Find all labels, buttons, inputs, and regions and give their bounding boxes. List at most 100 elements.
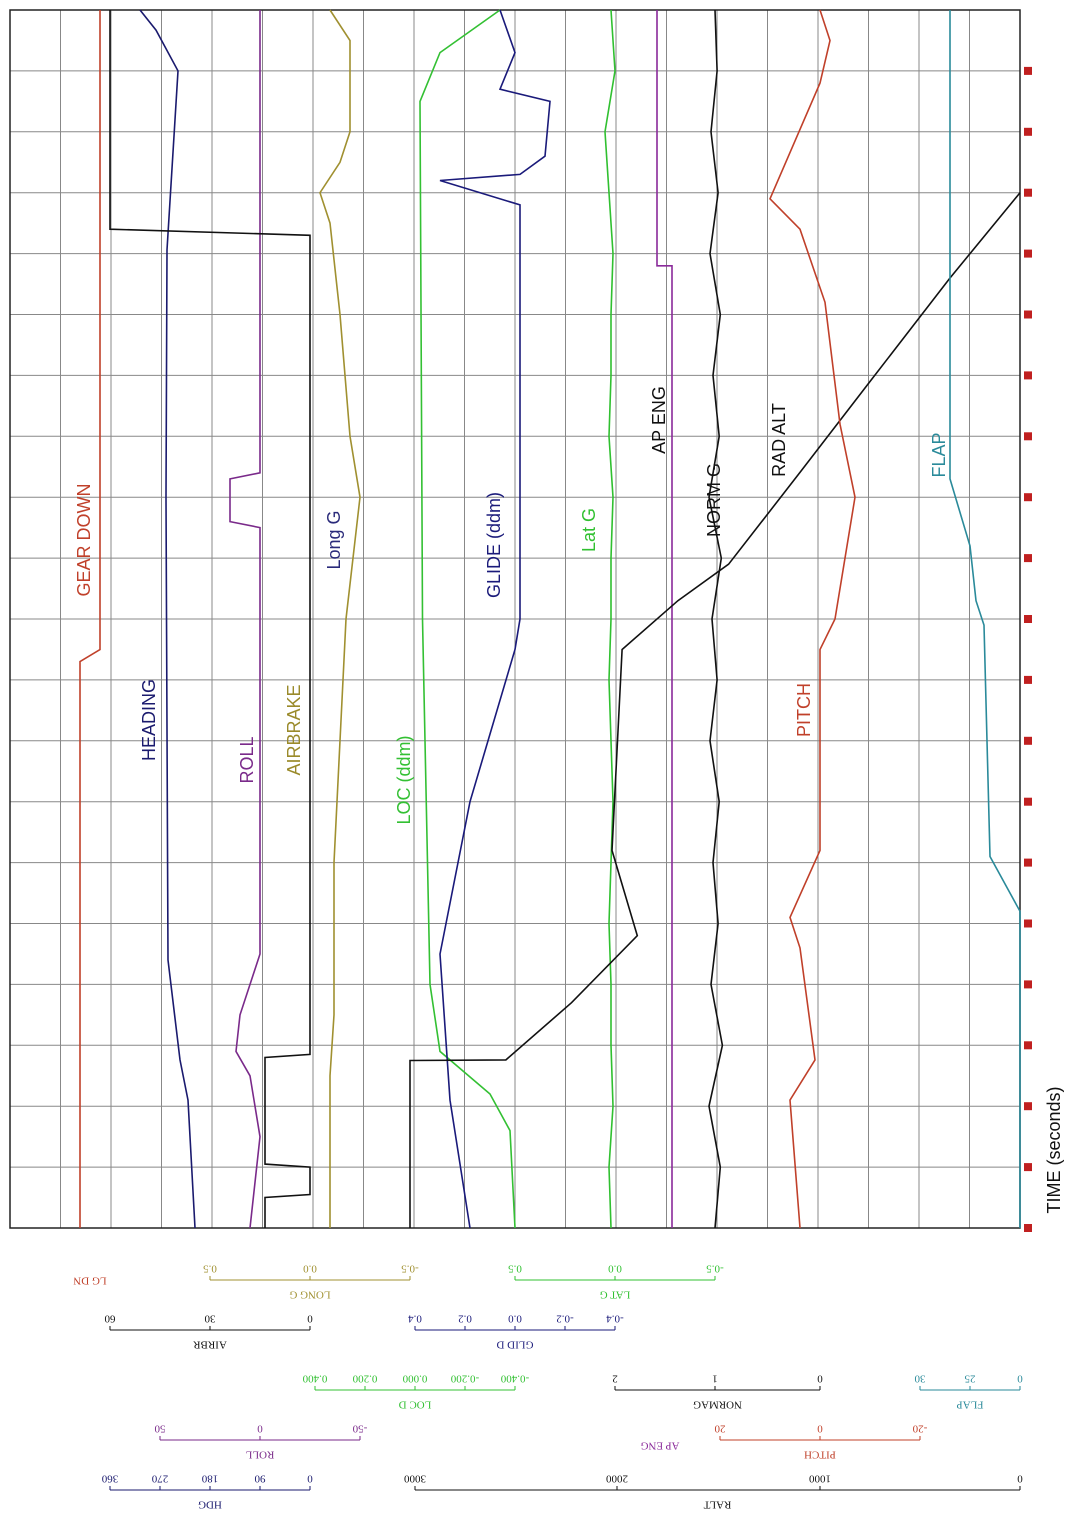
scale-name: FLAP [957, 1398, 984, 1410]
trace-label: HEADING [139, 679, 159, 761]
scale-tick-label: 0 [1017, 1372, 1023, 1384]
scale-tick-label: 0.4 [408, 1312, 422, 1324]
scale-tick-label: 1000 [809, 1472, 832, 1484]
scale-tick-label: -0.400 [500, 1372, 529, 1384]
trace-label: AP ENG [649, 386, 669, 454]
scale-name: LOC D [399, 1398, 432, 1410]
trace [949, 10, 1021, 1228]
scale-name: AP ENG [640, 1439, 679, 1451]
scale-tick-label: 0 [1017, 1472, 1023, 1484]
scale-tick-label: 30 [204, 1312, 216, 1324]
time-tick [1024, 736, 1032, 745]
scale-name: LG DN [73, 1274, 106, 1286]
scale-name: LONG G [289, 1288, 330, 1300]
scale-tick-label: 0.5 [508, 1262, 522, 1274]
scale-tick-label: 0.200 [352, 1372, 377, 1384]
scale-tick-label: 270 [151, 1472, 168, 1484]
scale-tick-label: 0.400 [302, 1372, 327, 1384]
scale-tick-label: 25 [964, 1372, 976, 1384]
time-tick [1024, 1224, 1032, 1232]
time-tick [1024, 66, 1032, 75]
scale-tick-label: 360 [101, 1472, 118, 1484]
scale-tick-label: -0.5 [401, 1262, 419, 1274]
scale-tick-label: 180 [201, 1472, 218, 1484]
time-tick [1024, 1041, 1032, 1050]
trace [439, 9, 551, 1229]
time-tick [1024, 249, 1032, 258]
scale-tick-label: 3000 [404, 1472, 427, 1484]
scale-name: RALT [703, 1498, 731, 1510]
time-tick [1024, 919, 1032, 928]
time-tick [1024, 554, 1032, 563]
scale-tick-label: -20 [912, 1422, 927, 1434]
scale-name: HDG [198, 1498, 222, 1510]
time-tick [1024, 188, 1032, 197]
trace-label: Lat G [579, 508, 599, 552]
scale-name: ROLL [245, 1448, 274, 1460]
trace-label: RAD ALT [769, 403, 789, 477]
scale-tick-label: 1 [712, 1372, 718, 1384]
time-tick [1024, 310, 1032, 319]
time-tick [1024, 1102, 1032, 1111]
scale-tick-label: 0.5 [203, 1262, 217, 1274]
trace [656, 10, 673, 1228]
scale-tick-label: 50 [154, 1422, 166, 1434]
trace [708, 9, 724, 1229]
scale-tick-label: 0.000 [402, 1372, 427, 1384]
scale-name: PITCH [804, 1448, 836, 1460]
scale-name: LAT G [600, 1288, 631, 1300]
scale-tick-label: 0.0 [508, 1312, 522, 1324]
scale-tick-label: 0.0 [608, 1262, 622, 1274]
trace [109, 10, 311, 1228]
grid [10, 10, 1020, 1228]
trace [79, 10, 101, 1228]
time-tick [1024, 1163, 1032, 1172]
scale-tick-label: -0.4 [606, 1312, 624, 1324]
scale-tick-label: -0.2 [556, 1312, 573, 1324]
trace [319, 9, 361, 1228]
scale-tick-label: -0.200 [450, 1372, 479, 1384]
scale-tick-label: 60 [104, 1312, 116, 1324]
trace [769, 9, 856, 1229]
scale-tick-label: -50 [352, 1422, 367, 1434]
scale-tick-label: 0 [817, 1372, 823, 1384]
trace [419, 9, 516, 1229]
time-tick [1024, 858, 1032, 867]
x-axis-label: TIME (seconds) [1044, 1086, 1064, 1213]
time-tick [1024, 615, 1032, 623]
time-tick [1024, 797, 1032, 806]
trace-label: AIRBRAKE [284, 684, 304, 775]
scale-tick-label: 0.2 [458, 1312, 472, 1324]
time-tick [1024, 127, 1032, 136]
trace-label: NORM G [704, 463, 724, 537]
scale-tick-label: 2000 [606, 1472, 629, 1484]
scale-tick-label: 0 [307, 1312, 313, 1324]
trace-label: LOC (ddm) [394, 735, 414, 824]
trace [229, 10, 261, 1229]
time-tick [1024, 371, 1032, 380]
scale-name: GLID D [496, 1338, 533, 1350]
time-tick [1024, 493, 1032, 502]
time-tick [1024, 980, 1032, 989]
scale-tick-label: 0 [257, 1422, 263, 1434]
trace-label: GEAR DOWN [74, 483, 94, 596]
scale-name: AIRBR [193, 1338, 227, 1350]
trace-label: Long G [324, 510, 344, 569]
trace [139, 9, 196, 1229]
scale-tick-label: 30 [914, 1372, 926, 1384]
time-tick [1024, 432, 1032, 441]
trace-label: ROLL [237, 736, 257, 783]
scale-tick-label: 0 [817, 1422, 823, 1434]
scale-tick-label: -0.5 [706, 1262, 724, 1274]
scale-tick-label: 2 [612, 1372, 618, 1384]
scale-tick-label: 0 [307, 1472, 313, 1484]
trace-label: PITCH [794, 683, 814, 737]
scale-tick-label: 0.0 [303, 1262, 317, 1274]
scale-tick-label: 20 [714, 1422, 726, 1434]
trace [409, 192, 1021, 1228]
scale-tick-label: 90 [254, 1472, 266, 1484]
trace [604, 9, 616, 1229]
trace-label: FLAP [929, 432, 949, 477]
